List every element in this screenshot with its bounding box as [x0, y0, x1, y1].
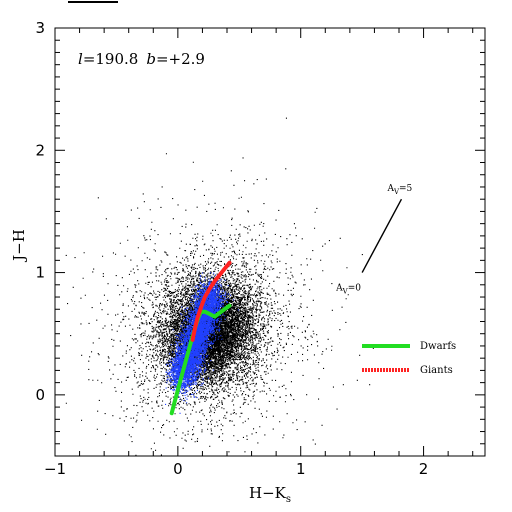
core-points	[165, 272, 239, 414]
reddening-start-label: AV=0	[335, 284, 361, 296]
x-axis-label: H−Ks	[249, 484, 291, 505]
y-tick-label: 0	[35, 386, 45, 404]
legend: Dwarfs Giants	[362, 341, 456, 376]
x-tick-label: −1	[44, 460, 66, 478]
star-points	[65, 117, 374, 456]
axis-ticks	[54, 27, 485, 457]
x-tick-label: 0	[173, 460, 183, 478]
field-coordinates: l=190.8 b=+2.9	[78, 50, 205, 68]
tick-labels: −1 0 1 2 0 1 2 3	[35, 19, 428, 478]
reddening-vector	[361, 198, 403, 273]
y-axis-label: J−H	[10, 229, 28, 263]
y-tick-label: 2	[35, 141, 45, 159]
star-point-cloud	[65, 117, 374, 456]
legend-dwarfs-label: Dwarfs	[420, 341, 456, 352]
legend-giants-label: Giants	[420, 365, 453, 376]
density-core	[165, 272, 239, 414]
x-tick-label: 1	[296, 460, 306, 478]
x-tick-label: 2	[419, 460, 429, 478]
y-tick-label: 1	[35, 264, 45, 282]
series-giants	[190, 260, 232, 342]
sequences	[169, 260, 232, 416]
reddening-end-label: AV=5	[386, 184, 412, 196]
y-tick-label: 3	[35, 19, 45, 37]
plot-frame	[54, 27, 486, 457]
